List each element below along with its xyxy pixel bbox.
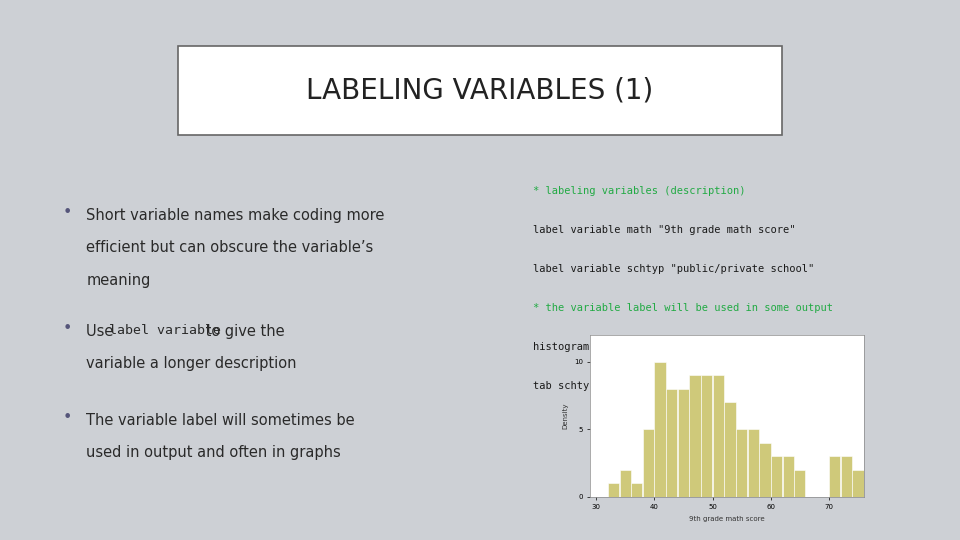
Text: * labeling variables (description): * labeling variables (description)	[533, 186, 745, 197]
Bar	[829, 456, 840, 497]
Text: efficient but can obscure the variable’s: efficient but can obscure the variable’s	[86, 240, 373, 255]
Text: meaning: meaning	[86, 273, 151, 288]
Bar	[608, 483, 619, 497]
Bar	[841, 456, 852, 497]
Y-axis label: Density: Density	[563, 402, 568, 429]
Text: •: •	[62, 321, 72, 336]
Bar	[794, 470, 805, 497]
Text: label variable: label variable	[109, 324, 222, 337]
Bar	[619, 470, 631, 497]
Text: tab schtyp: tab schtyp	[533, 381, 595, 391]
Bar	[701, 375, 712, 497]
Text: * the variable label will be used in some output: * the variable label will be used in som…	[533, 303, 833, 313]
Bar	[736, 429, 747, 497]
Text: to give the: to give the	[201, 324, 284, 339]
Bar	[712, 375, 724, 497]
Text: LABELING VARIABLES (1): LABELING VARIABLES (1)	[306, 77, 654, 104]
Text: label variable schtyp "public/private school": label variable schtyp "public/private sc…	[533, 264, 814, 274]
Text: Short variable names make coding more: Short variable names make coding more	[86, 208, 385, 223]
Text: The variable label will sometimes be: The variable label will sometimes be	[86, 413, 355, 428]
Bar	[759, 443, 771, 497]
Bar	[771, 456, 782, 497]
X-axis label: 9th grade math score: 9th grade math score	[689, 516, 765, 522]
Bar	[724, 402, 735, 497]
Bar	[782, 456, 794, 497]
Bar	[678, 389, 689, 497]
Bar	[852, 470, 864, 497]
Bar	[748, 429, 758, 497]
Bar	[655, 362, 665, 497]
Text: Use: Use	[86, 324, 118, 339]
Text: histogram math: histogram math	[533, 342, 620, 352]
Bar	[643, 429, 654, 497]
Bar	[666, 389, 678, 497]
FancyBboxPatch shape	[178, 46, 782, 135]
Bar	[689, 375, 701, 497]
Text: •: •	[62, 205, 72, 220]
Text: variable a longer description: variable a longer description	[86, 356, 297, 372]
Text: •: •	[62, 410, 72, 426]
Bar	[631, 483, 642, 497]
Text: label variable math "9th grade math score": label variable math "9th grade math scor…	[533, 225, 795, 235]
Text: used in output and often in graphs: used in output and often in graphs	[86, 446, 341, 461]
